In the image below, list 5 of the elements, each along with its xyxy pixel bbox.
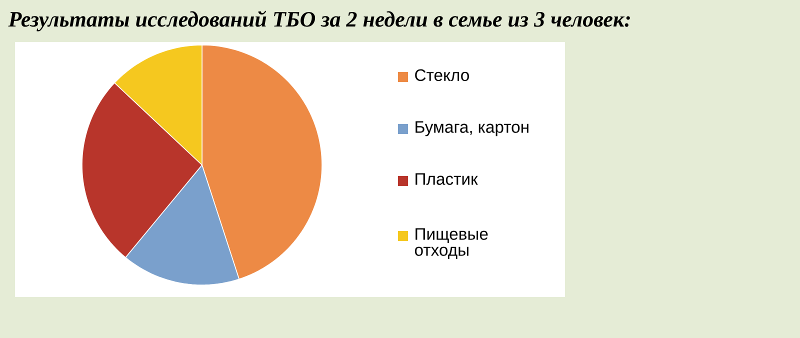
legend-label: Стекло bbox=[415, 69, 469, 82]
legend-label: Бумага, картон bbox=[416, 121, 528, 136]
legend-label: Пищевые отходы bbox=[414, 228, 488, 260]
legend-label: Пластик bbox=[416, 173, 478, 185]
chart-title: Результаты исследований ТБО за 2 недели в семье из 3 человек: bbox=[8, 10, 630, 32]
